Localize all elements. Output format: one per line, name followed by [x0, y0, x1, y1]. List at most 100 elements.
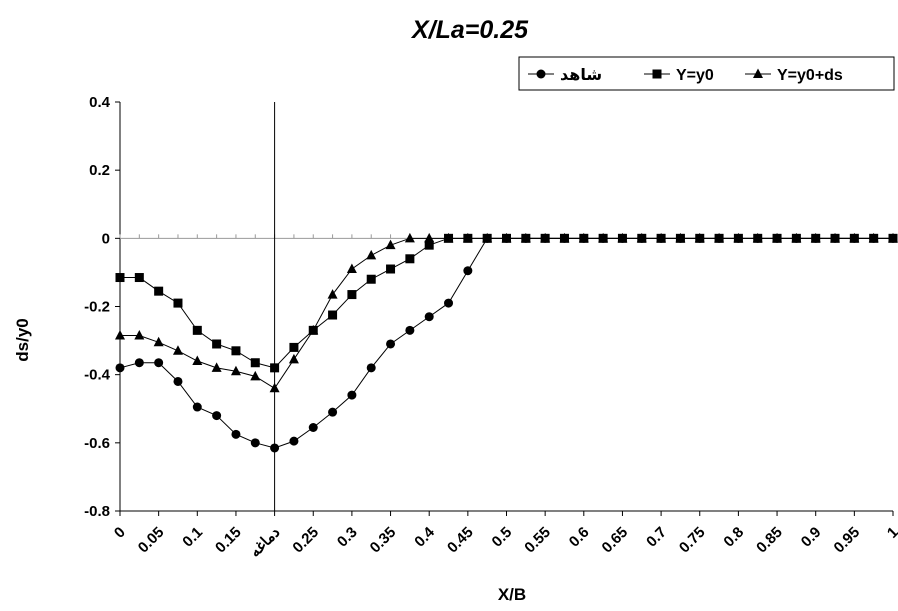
data-point — [231, 429, 241, 439]
legend-marker — [536, 69, 546, 79]
y-tick-label: 0 — [102, 230, 110, 247]
data-point — [154, 286, 164, 296]
data-point — [308, 422, 318, 432]
data-point — [192, 325, 202, 335]
data-point — [424, 232, 435, 243]
data-point — [115, 363, 125, 373]
data-point — [327, 289, 338, 299]
data-point — [289, 342, 299, 352]
data-point — [598, 232, 609, 243]
x-tick-label: 0.95 — [831, 524, 864, 557]
data-point — [153, 336, 164, 347]
x-tick-label: 0.45 — [444, 524, 477, 557]
data-point — [366, 249, 377, 260]
data-point — [270, 363, 280, 373]
legend-label: Y=y0 — [676, 67, 714, 84]
data-point — [134, 329, 145, 340]
data-point — [424, 240, 434, 250]
data-point — [308, 324, 319, 335]
x-tick-label: 0.6 — [566, 524, 593, 551]
data-point — [230, 365, 241, 376]
legend-box — [518, 56, 895, 91]
data-point — [462, 232, 473, 243]
data-point — [115, 329, 125, 340]
x-tick-label: 0.65 — [599, 524, 632, 557]
x-tick-label: 0.85 — [753, 524, 786, 557]
legend-label: شاهد — [560, 67, 602, 84]
x-axis-title: X/B — [498, 585, 526, 604]
data-point — [443, 232, 454, 243]
x-tick-label: 0.25 — [289, 524, 322, 557]
y-tick-label: -0.4 — [84, 367, 111, 384]
data-point — [888, 232, 898, 243]
x-tick-label: 0.55 — [521, 524, 554, 557]
x-tick-label: 0.15 — [212, 524, 245, 557]
x-tick-label: 0.9 — [798, 524, 825, 551]
x-tick-label: 0.75 — [676, 524, 709, 557]
data-point — [559, 232, 570, 243]
data-point — [849, 232, 860, 243]
x-tick-label: 0.35 — [367, 524, 400, 557]
data-point — [366, 363, 376, 373]
data-point — [173, 376, 183, 386]
data-point — [250, 358, 260, 368]
data-point — [211, 362, 222, 372]
data-point — [250, 438, 260, 448]
chart-title: X/La=0.25 — [410, 16, 529, 44]
y-tick-label: -0.6 — [84, 435, 110, 452]
data-point — [405, 254, 415, 264]
data-point — [346, 263, 357, 274]
x-tick-label: 0.1 — [179, 524, 206, 551]
data-point — [328, 310, 338, 320]
data-point — [694, 232, 705, 243]
y-tick-label: -0.2 — [84, 299, 110, 316]
data-point — [405, 325, 415, 335]
data-point — [636, 232, 647, 243]
y-tick-label: 0.2 — [89, 162, 110, 179]
x-tick-label: 0.3 — [334, 524, 361, 551]
data-point — [482, 232, 493, 243]
y-tick-label: -0.8 — [84, 503, 110, 520]
x-tick-label: 0.7 — [643, 524, 670, 551]
data-point — [212, 411, 222, 421]
x-tick-label: 0.05 — [135, 524, 168, 557]
data-point — [134, 273, 144, 283]
data-point — [540, 232, 551, 243]
data-point — [578, 232, 589, 243]
data-point — [212, 339, 222, 349]
x-tick-label: 0.4 — [411, 523, 438, 550]
data-point — [714, 232, 725, 243]
data-point — [289, 436, 299, 446]
legend-marker — [652, 69, 662, 79]
series-circle — [115, 233, 898, 453]
series-triangle — [115, 232, 898, 393]
data-point — [830, 232, 841, 243]
data-point — [288, 353, 299, 364]
data-point — [173, 298, 183, 308]
data-point — [192, 402, 202, 412]
legend-label: Y=y0+ds — [777, 67, 843, 84]
data-point — [192, 355, 203, 366]
data-point — [386, 264, 396, 274]
data-point — [772, 232, 783, 243]
series-square — [115, 233, 898, 373]
data-point — [520, 232, 531, 243]
data-point — [328, 407, 338, 417]
data-point — [231, 346, 241, 356]
legend: شاهد Y=y0 Y=y0+ds — [518, 56, 895, 91]
data-point — [675, 232, 686, 243]
data-point — [366, 274, 376, 284]
y-tick-label: 0.4 — [89, 94, 111, 111]
data-point — [656, 232, 667, 243]
data-point — [791, 232, 802, 243]
data-point — [269, 382, 280, 393]
data-point — [347, 290, 357, 300]
data-point — [386, 339, 396, 349]
data-point — [154, 358, 164, 368]
data-point — [444, 298, 454, 308]
data-point — [733, 232, 744, 243]
data-point — [270, 443, 280, 453]
data-point — [868, 232, 879, 243]
data-point — [501, 232, 512, 243]
